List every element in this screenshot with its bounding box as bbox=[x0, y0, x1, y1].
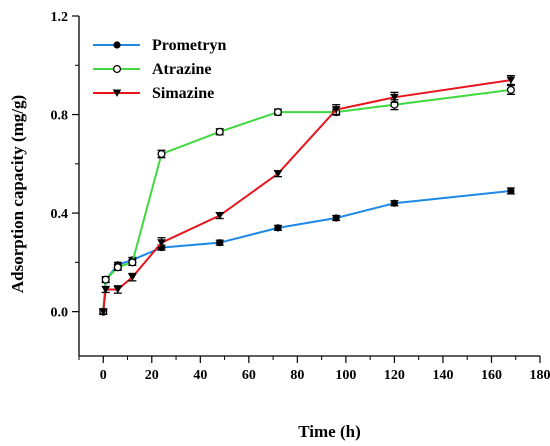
data-point-simazine bbox=[98, 308, 108, 316]
x-tick-label: 160 bbox=[481, 368, 502, 383]
data-point-prometryn bbox=[332, 214, 340, 222]
data-point-atrazine bbox=[157, 149, 166, 159]
data-point-prometryn bbox=[390, 199, 399, 207]
legend-marker-atrazine bbox=[112, 64, 122, 74]
legend-label-atrazine: Atrazine bbox=[152, 61, 212, 78]
x-tick-label: 40 bbox=[193, 368, 207, 383]
data-point-atrazine bbox=[215, 127, 224, 136]
x-tick-label: 100 bbox=[335, 368, 356, 383]
data-point-simazine bbox=[331, 106, 341, 114]
series-atrazine bbox=[99, 84, 515, 316]
x-tick-label: 0 bbox=[100, 368, 107, 383]
data-point-prometryn bbox=[507, 187, 515, 195]
series-layer bbox=[98, 74, 516, 316]
legend-marker-simazine bbox=[112, 89, 122, 97]
data-point-atrazine bbox=[506, 85, 515, 94]
y-axis-title: Adsorption capacity (mg/g) bbox=[8, 95, 27, 293]
y-tick-label: 0.4 bbox=[51, 207, 69, 222]
data-point-atrazine bbox=[101, 275, 110, 284]
series-line-simazine bbox=[102, 79, 512, 312]
series-line-atrazine bbox=[102, 88, 512, 312]
data-point-simazine bbox=[273, 170, 283, 178]
data-point-simazine bbox=[506, 76, 516, 84]
data-point-simazine bbox=[128, 273, 137, 282]
x-tick-label: 120 bbox=[384, 368, 405, 383]
data-point-simazine bbox=[157, 239, 166, 247]
series-simazine bbox=[98, 74, 516, 316]
x-tick-label: 180 bbox=[530, 368, 550, 383]
x-axis-title: Time (h) bbox=[298, 422, 361, 441]
x-tick-label: 60 bbox=[242, 368, 256, 383]
y-tick-label: 0.8 bbox=[51, 109, 69, 124]
data-point-simazine bbox=[101, 286, 110, 294]
legend-label-simazine: Simazine bbox=[152, 85, 214, 102]
data-point-simazine bbox=[390, 93, 399, 102]
legend-label-prometryn: Prometryn bbox=[152, 37, 226, 54]
series-prometryn bbox=[99, 187, 515, 316]
legend: Prometryn Atrazine Simazine bbox=[93, 37, 226, 102]
data-point-atrazine bbox=[273, 108, 283, 117]
y-tick-label: 1.2 bbox=[51, 10, 69, 25]
legend-marker-prometryn bbox=[113, 41, 121, 49]
axes: 0 20 40 60 80 100 120 140 160 180 0.0 0.4 0.8 1.2 bbox=[51, 10, 550, 383]
data-point-atrazine bbox=[128, 258, 137, 267]
x-tick-label: 140 bbox=[432, 368, 453, 383]
data-point-atrazine bbox=[113, 263, 122, 272]
x-tick-label: 20 bbox=[145, 368, 159, 383]
y-tick-label: 0.0 bbox=[51, 306, 69, 321]
data-point-prometryn bbox=[216, 239, 224, 247]
data-point-simazine bbox=[113, 286, 123, 294]
x-tick-label: 80 bbox=[290, 368, 304, 383]
data-point-prometryn bbox=[274, 224, 282, 232]
data-point-simazine bbox=[215, 212, 225, 220]
series-line-prometryn bbox=[102, 189, 511, 312]
